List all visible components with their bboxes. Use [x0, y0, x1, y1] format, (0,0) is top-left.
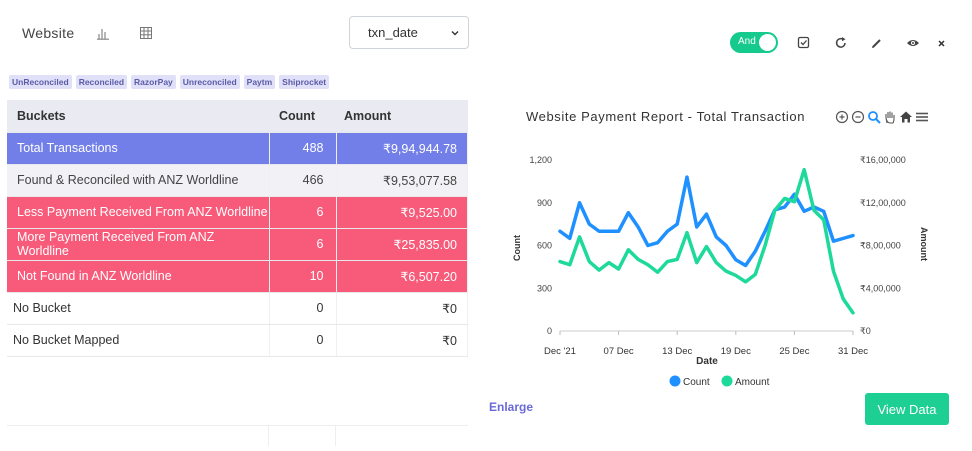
table-header-row: Buckets Count Amount [7, 100, 468, 133]
bucket-name: No Bucket Mapped [7, 324, 270, 357]
bucket-amount: ₹0 [336, 292, 468, 325]
bucket-amount: ₹25,835.00 [336, 228, 468, 261]
bucket-name: Found & Reconciled with ANZ Worldline [7, 164, 270, 197]
bucket-amount: ₹9,53,077.58 [336, 164, 468, 197]
table-icon[interactable] [140, 26, 152, 44]
line-chart: 0 300 600 900 1,200 ₹0 ₹4,00,000 ₹8,00,000 ₹12,0… [512, 155, 929, 388]
legend-marker-count [669, 375, 681, 387]
filter-tag[interactable]: Paytm [243, 75, 276, 89]
table-footer-grid [7, 425, 468, 446]
y2-tick-label: ₹0 [860, 326, 871, 336]
x-tick-label: 19 Dec [721, 346, 751, 357]
table-row[interactable]: Total Transactions 488 ₹9,94,944.78 [7, 132, 468, 165]
legend-marker-amount [721, 375, 733, 387]
table-row[interactable]: No Bucket 0 ₹0 [7, 292, 468, 325]
y2-axis-label: Amount [919, 227, 929, 261]
filter-tag[interactable]: UnReconciled [9, 75, 72, 89]
y-axis-label: Count [512, 235, 522, 261]
column-header-count: Count [269, 100, 336, 133]
bucket-count: 0 [269, 292, 337, 325]
series-line-count [558, 175, 855, 268]
x-tick-label: 13 Dec [662, 346, 692, 357]
column-header-amount: Amount [336, 100, 468, 133]
toggle-label: And [738, 36, 756, 47]
report-title: Website [22, 25, 75, 41]
table-row[interactable]: Less Payment Received From ANZ Worldline… [7, 196, 468, 229]
bucket-amount: ₹6,507.20 [336, 260, 468, 293]
filter-tag[interactable]: Reconciled [75, 75, 128, 89]
y-tick-label: 600 [537, 241, 552, 251]
y2-tick-label: ₹12,00,000 [860, 198, 906, 208]
column-header-buckets: Buckets [7, 100, 269, 133]
checkbox-icon[interactable] [797, 36, 811, 50]
y-tick-label: 900 [537, 198, 552, 208]
bucket-name: No Bucket [7, 292, 270, 325]
and-or-toggle[interactable]: And [730, 32, 778, 53]
close-icon[interactable] [935, 36, 949, 50]
view-data-button[interactable]: View Data [865, 393, 949, 425]
y-tick-label: 300 [537, 283, 552, 293]
zoom-in-icon[interactable] [835, 110, 849, 129]
y-tick-label: 1,200 [529, 155, 552, 165]
y2-tick-label: ₹4,00,000 [860, 283, 901, 293]
x-tick-label: Dec '21 [544, 346, 576, 357]
bucket-count: 466 [269, 164, 337, 197]
bucket-count: 488 [269, 132, 337, 165]
table-row[interactable]: More Payment Received From ANZ Worldline… [7, 228, 468, 261]
eye-icon[interactable] [906, 36, 920, 50]
table-row[interactable]: No Bucket Mapped 0 ₹0 [7, 324, 468, 357]
zoom-select-icon[interactable] [867, 110, 881, 129]
menu-icon[interactable] [915, 110, 929, 129]
y2-tick-label: ₹16,00,000 [860, 155, 906, 165]
bucket-count: 6 [269, 228, 337, 261]
bucket-amount: ₹0 [336, 324, 468, 357]
bucket-name: Not Found in ANZ Worldline [7, 260, 270, 293]
x-tick-label: 31 Dec [838, 346, 868, 357]
filter-tag[interactable]: RazorPay [131, 75, 176, 89]
bucket-count: 10 [269, 260, 337, 293]
pan-hand-icon[interactable] [883, 110, 897, 129]
chart-title: Website Payment Report - Total Transacti… [526, 109, 806, 124]
filter-tag[interactable]: Shiprocket [279, 75, 330, 89]
x-tick-label: 07 Dec [604, 346, 634, 357]
edit-icon[interactable] [870, 36, 884, 50]
home-reset-icon[interactable] [899, 110, 913, 129]
refresh-icon[interactable] [834, 36, 848, 50]
chevron-down-icon [450, 26, 460, 41]
toggle-knob [759, 34, 776, 51]
date-field-value: txn_date [368, 25, 418, 40]
bar-chart-icon[interactable] [96, 26, 110, 45]
x-axis-label: Date [696, 356, 718, 367]
bucket-count: 0 [269, 324, 337, 357]
y2-tick-label: ₹8,00,000 [860, 241, 901, 251]
filter-tags: UnReconciled Reconciled RazorPay Unrecon… [9, 75, 330, 89]
bucket-name: More Payment Received From ANZ Worldline [7, 228, 270, 261]
chart-toolbar [835, 110, 929, 129]
bucket-name: Total Transactions [7, 132, 270, 165]
y-tick-label: 0 [547, 326, 552, 336]
buckets-table: Buckets Count Amount Total Transactions … [7, 100, 468, 357]
legend-label-count: Count [683, 377, 710, 388]
bucket-count: 6 [269, 196, 337, 229]
x-tick-label: 25 Dec [779, 346, 809, 357]
table-row[interactable]: Found & Reconciled with ANZ Worldline 46… [7, 164, 468, 197]
bucket-name: Less Payment Received From ANZ Worldline [7, 196, 270, 229]
zoom-out-icon[interactable] [851, 110, 865, 129]
filter-tag[interactable]: Unreconciled [179, 75, 240, 89]
series-line-amount [558, 167, 855, 315]
bucket-amount: ₹9,525.00 [336, 196, 468, 229]
bucket-amount: ₹9,94,944.78 [336, 132, 468, 165]
table-row[interactable]: Not Found in ANZ Worldline 10 ₹6,507.20 [7, 260, 468, 293]
date-field-select[interactable]: txn_date [349, 16, 469, 49]
legend-label-amount: Amount [735, 377, 770, 388]
enlarge-link[interactable]: Enlarge [489, 400, 534, 414]
